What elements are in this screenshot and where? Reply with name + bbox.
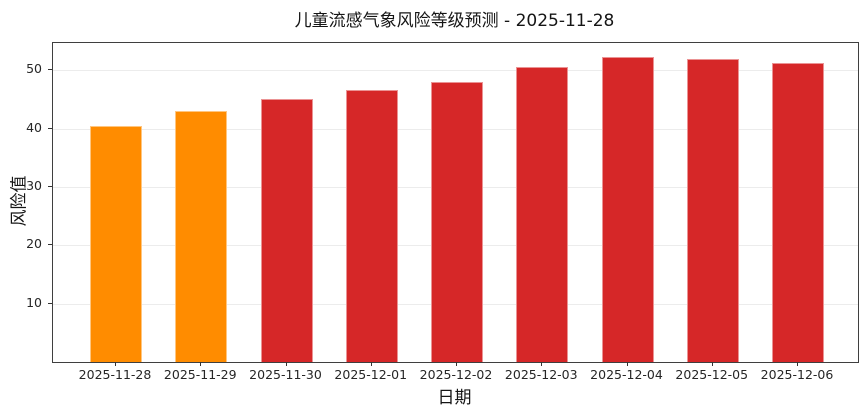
bar-2025-12-02	[431, 82, 483, 362]
plot-area	[52, 42, 859, 363]
bar-2025-11-29	[175, 111, 228, 362]
x-tick-label-2025-12-03: 2025-12-03	[504, 367, 578, 382]
y-tick-mark-20	[48, 244, 52, 246]
x-tick-label-2025-12-05: 2025-12-05	[675, 367, 749, 382]
x-tick-mark-2025-12-03	[541, 362, 543, 366]
x-tick-mark-2025-12-05	[711, 362, 713, 366]
x-tick-mark-2025-11-28	[115, 362, 116, 366]
y-tick-label-20: 20	[26, 236, 42, 252]
y-tick-label-40: 40	[26, 119, 42, 135]
gridline-50	[53, 70, 858, 72]
x-tick-label-2025-11-30: 2025-11-30	[249, 367, 322, 382]
x-tick-label-2025-11-29: 2025-11-29	[163, 367, 237, 382]
x-tick-mark-2025-12-02	[456, 362, 457, 366]
x-tick-label-2025-12-04: 2025-12-04	[590, 367, 663, 382]
y-tick-mark-50	[48, 69, 52, 71]
y-tick-mark-10	[48, 302, 52, 304]
y-tick-label-30: 30	[26, 178, 42, 194]
bar-2025-11-28	[90, 125, 142, 362]
chart-title: 儿童流感气象风险等级预测 - 2025-11-28	[294, 11, 615, 31]
x-tick-mark-2025-12-04	[626, 362, 628, 366]
x-tick-label-2025-12-06: 2025-12-06	[760, 367, 834, 382]
y-tick-label-50: 50	[26, 61, 42, 77]
x-tick-mark-2025-12-01	[370, 362, 372, 366]
y-tick-label-10: 10	[26, 294, 42, 310]
x-tick-mark-2025-11-29	[200, 362, 202, 366]
x-tick-label-2025-12-01: 2025-12-01	[334, 367, 408, 382]
y-tick-mark-30	[48, 186, 52, 188]
bar-2025-12-01	[345, 90, 398, 362]
x-axis-label: 日期	[437, 388, 472, 408]
bar-2025-11-30	[260, 99, 313, 362]
y-tick-mark-40	[48, 127, 52, 129]
x-tick-label-2025-12-02: 2025-12-02	[419, 367, 493, 382]
bar-2025-12-05	[686, 59, 739, 362]
bar-2025-12-04	[601, 57, 654, 362]
bar-2025-12-06	[772, 62, 824, 362]
x-tick-mark-2025-11-30	[285, 362, 287, 366]
x-tick-mark-2025-12-06	[797, 362, 798, 366]
bar-2025-12-03	[516, 66, 569, 362]
x-tick-label-2025-11-28: 2025-11-28	[78, 367, 152, 382]
